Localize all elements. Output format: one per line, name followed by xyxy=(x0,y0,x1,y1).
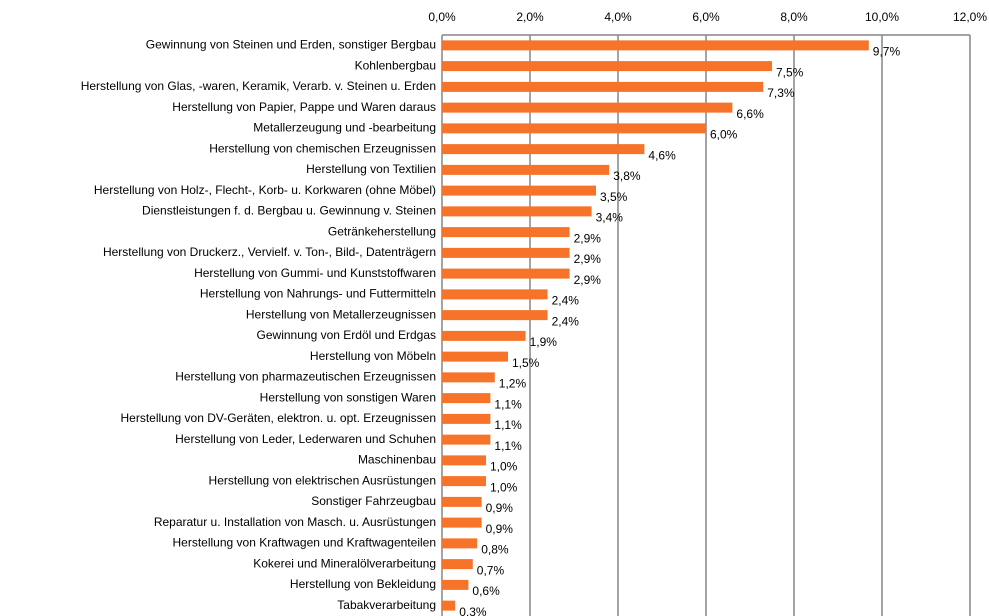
y-tick-label: Herstellung von Textilien xyxy=(306,162,436,176)
data-label: 2,4% xyxy=(552,294,580,308)
bar xyxy=(442,455,486,466)
y-tick-label: Herstellung von chemischen Erzeugnissen xyxy=(209,141,436,155)
bar xyxy=(442,289,548,300)
data-label: 0,8% xyxy=(481,543,509,557)
x-tick-label: 12,0% xyxy=(953,10,987,24)
x-tick-label: 6,0% xyxy=(692,10,720,24)
y-tick-label: Herstellung von Druckerz., Vervielf. v. … xyxy=(103,245,436,259)
y-tick-label: Herstellung von DV-Geräten, elektron. u.… xyxy=(120,411,436,425)
bar xyxy=(442,393,491,404)
bar xyxy=(442,351,508,362)
data-label: 1,1% xyxy=(494,418,522,432)
data-label: 4,6% xyxy=(648,148,676,162)
x-tick-label: 0,0% xyxy=(428,10,456,24)
y-tick-label: Sonstiger Fahrzeugbau xyxy=(311,494,436,508)
data-label: 0,7% xyxy=(477,563,505,577)
y-tick-label: Herstellung von Nahrungs- und Futtermitt… xyxy=(200,287,436,301)
y-tick-label: Herstellung von Leder, Lederwaren und Sc… xyxy=(175,432,436,446)
y-tick-label: Herstellung von pharmazeutischen Erzeugn… xyxy=(175,370,436,384)
bar xyxy=(442,413,491,424)
y-tick-label: Herstellung von Holz-, Flecht-, Korb- u.… xyxy=(94,183,436,197)
bar xyxy=(442,434,491,445)
bar xyxy=(442,185,596,196)
bar xyxy=(442,517,482,528)
data-label: 3,5% xyxy=(600,190,628,204)
bar xyxy=(442,330,526,341)
y-tick-label: Kokerei und Mineralölverarbeitung xyxy=(253,556,436,570)
y-tick-label: Herstellung von Papier, Pappe und Waren … xyxy=(172,100,436,114)
bar xyxy=(442,102,733,113)
bar xyxy=(442,268,570,279)
bar xyxy=(442,496,482,507)
data-label: 1,1% xyxy=(494,397,522,411)
data-label: 1,0% xyxy=(490,480,518,494)
data-label: 0,9% xyxy=(486,501,514,515)
y-tick-label: Gewinnung von Erdöl und Erdgas xyxy=(257,328,436,342)
data-label: 7,3% xyxy=(767,86,795,100)
bar xyxy=(442,164,610,175)
y-tick-label: Gewinnung von Steinen und Erden, sonstig… xyxy=(146,38,436,52)
data-label: 1,9% xyxy=(530,335,558,349)
bar xyxy=(442,61,772,72)
data-label: 1,2% xyxy=(499,377,527,391)
x-tick-label: 2,0% xyxy=(516,10,544,24)
bar xyxy=(442,310,548,321)
y-tick-label: Maschinenbau xyxy=(358,453,436,467)
y-tick-label: Herstellung von Glas, -waren, Keramik, V… xyxy=(81,79,436,93)
y-tick-label: Herstellung von Kraftwagen und Kraftwage… xyxy=(173,536,437,550)
data-label: 3,4% xyxy=(596,211,624,225)
y-tick-label: Herstellung von Möbeln xyxy=(310,349,436,363)
y-tick-label: Kohlenbergbau xyxy=(355,58,436,72)
data-label: 0,6% xyxy=(472,584,500,598)
data-label: 3,8% xyxy=(613,169,641,183)
y-tick-label: Herstellung von Gummi- und Kunststoffwar… xyxy=(194,266,436,280)
bar xyxy=(442,144,645,155)
data-label: 0,3% xyxy=(459,605,487,616)
bar xyxy=(442,559,473,570)
data-label: 1,1% xyxy=(494,439,522,453)
data-label: 9,7% xyxy=(873,45,901,59)
y-tick-label: Tabakverarbeitung xyxy=(337,598,436,612)
data-label: 0,9% xyxy=(486,522,514,536)
data-label: 2,9% xyxy=(574,231,602,245)
bar xyxy=(442,476,486,487)
bar xyxy=(442,227,570,238)
y-tick-label: Reparatur u. Installation von Masch. u. … xyxy=(154,515,436,529)
bar xyxy=(442,579,469,590)
data-label: 6,0% xyxy=(710,128,738,142)
bar xyxy=(442,538,478,549)
x-tick-label: 4,0% xyxy=(604,10,632,24)
data-label: 7,5% xyxy=(776,65,804,79)
y-tick-label: Herstellung von Metallerzeugnissen xyxy=(246,307,436,321)
bar xyxy=(442,81,764,92)
y-tick-label: Metallerzeugung und -bearbeitung xyxy=(253,121,436,135)
bar xyxy=(442,40,869,51)
y-tick-label: Getränkeherstellung xyxy=(328,224,436,238)
bar xyxy=(442,372,495,383)
data-label: 2,9% xyxy=(574,273,602,287)
y-tick-label: Herstellung von sonstigen Waren xyxy=(260,390,436,404)
bar xyxy=(442,123,706,134)
data-label: 1,0% xyxy=(490,460,518,474)
data-label: 2,9% xyxy=(574,252,602,266)
y-tick-label: Herstellung von Bekleidung xyxy=(290,577,436,591)
y-tick-label: Dienstleistungen f. d. Bergbau u. Gewinn… xyxy=(142,204,436,218)
y-tick-label: Herstellung von elektrischen Ausrüstunge… xyxy=(209,473,436,487)
data-label: 2,4% xyxy=(552,314,580,328)
data-label: 1,5% xyxy=(512,356,540,370)
x-tick-label: 8,0% xyxy=(780,10,808,24)
bar xyxy=(442,600,456,611)
data-label: 6,6% xyxy=(736,107,764,121)
x-tick-label: 10,0% xyxy=(865,10,899,24)
bar xyxy=(442,206,592,217)
bar xyxy=(442,247,570,258)
